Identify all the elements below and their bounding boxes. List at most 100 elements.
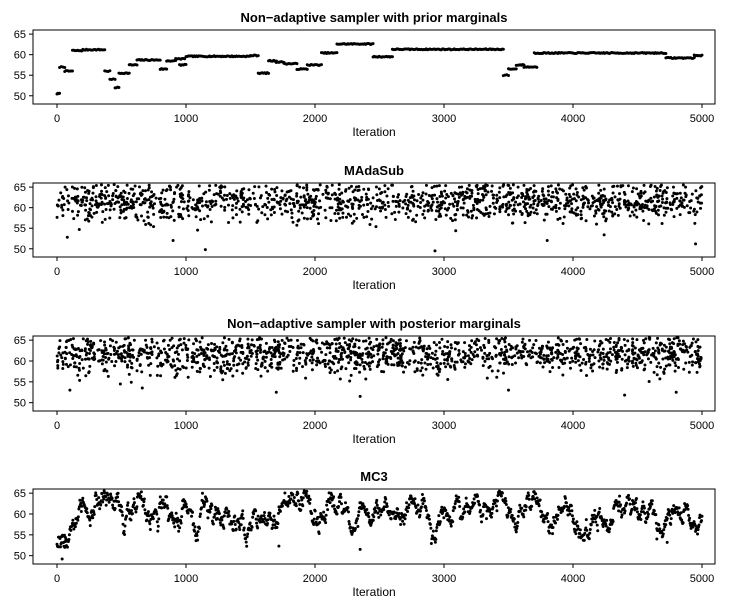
x-tick-label: 3000 xyxy=(432,266,456,278)
data-point xyxy=(360,198,364,202)
data-point xyxy=(426,208,430,212)
data-point xyxy=(256,526,260,530)
data-point xyxy=(156,529,160,533)
data-point xyxy=(330,360,334,364)
data-point xyxy=(199,218,203,222)
data-point xyxy=(464,496,468,500)
data-point xyxy=(280,189,284,193)
data-point xyxy=(303,359,307,363)
x-tick-label: 1000 xyxy=(174,573,198,585)
data-point xyxy=(292,202,296,206)
data-point xyxy=(437,214,441,218)
data-point xyxy=(254,509,258,513)
data-point xyxy=(210,204,214,208)
data-point xyxy=(639,203,643,207)
data-point xyxy=(118,194,122,198)
data-point xyxy=(317,206,321,210)
data-point xyxy=(503,340,507,344)
data-point xyxy=(426,363,430,367)
data-point xyxy=(429,356,433,360)
data-point xyxy=(100,491,104,495)
data-point xyxy=(263,366,267,370)
data-point xyxy=(362,203,366,207)
data-point xyxy=(475,216,479,220)
data-point xyxy=(688,516,692,520)
data-point xyxy=(73,361,77,365)
data-point xyxy=(122,198,126,202)
data-point xyxy=(330,183,334,187)
data-point xyxy=(656,208,660,212)
data-point xyxy=(150,190,154,194)
data-point xyxy=(606,203,610,207)
data-point xyxy=(504,503,508,507)
data-point xyxy=(435,361,439,365)
data-point xyxy=(637,356,641,360)
data-point xyxy=(239,523,243,527)
data-point xyxy=(249,349,253,353)
data-point xyxy=(295,194,299,198)
data-point xyxy=(387,341,391,345)
data-point xyxy=(298,206,302,210)
data-point xyxy=(362,187,366,191)
data-point xyxy=(262,520,266,524)
data-point xyxy=(241,362,245,366)
data-point xyxy=(352,196,356,200)
data-point xyxy=(495,499,499,503)
data-point xyxy=(662,213,666,217)
data-point xyxy=(683,508,687,512)
data-point xyxy=(673,369,677,373)
data-point xyxy=(56,360,60,364)
data-point xyxy=(267,71,271,75)
data-point xyxy=(453,502,457,506)
data-point xyxy=(650,499,654,503)
data-point xyxy=(502,362,506,366)
data-point xyxy=(323,517,327,521)
data-point xyxy=(548,370,552,374)
data-point xyxy=(83,186,87,190)
data-point xyxy=(598,365,602,369)
data-point xyxy=(495,337,499,341)
data-point xyxy=(165,67,169,71)
data-point xyxy=(366,187,370,191)
data-point xyxy=(336,369,340,373)
data-point xyxy=(505,349,509,353)
data-point xyxy=(642,353,646,357)
data-point xyxy=(204,200,208,204)
data-point xyxy=(232,363,236,367)
data-point xyxy=(392,363,396,367)
data-point xyxy=(215,517,219,521)
data-point xyxy=(490,189,494,193)
data-point xyxy=(427,201,431,205)
data-point xyxy=(172,218,176,222)
data-point xyxy=(452,197,456,201)
data-point xyxy=(161,188,165,192)
data-point xyxy=(507,200,511,204)
data-point xyxy=(595,523,599,527)
data-point xyxy=(137,185,141,189)
data-point xyxy=(632,505,636,509)
data-point xyxy=(557,365,561,369)
data-point xyxy=(435,372,439,376)
data-point xyxy=(277,348,281,352)
data-point xyxy=(186,511,190,515)
data-point xyxy=(465,187,469,191)
data-point xyxy=(232,359,236,363)
data-point xyxy=(507,362,511,366)
data-point xyxy=(295,223,299,227)
data-point xyxy=(118,216,122,220)
data-point xyxy=(326,196,330,200)
data-point xyxy=(354,338,358,342)
data-point xyxy=(618,494,622,498)
data-point xyxy=(280,338,284,342)
data-point xyxy=(472,497,476,501)
data-point xyxy=(608,527,612,531)
data-point xyxy=(461,350,465,354)
y-tick-label: 55 xyxy=(14,377,26,389)
data-point xyxy=(683,349,687,353)
data-point xyxy=(214,199,218,203)
data-point xyxy=(346,212,350,216)
data-point xyxy=(678,199,682,203)
data-point xyxy=(362,215,366,219)
x-axis-label: Iteration xyxy=(352,585,395,599)
data-point xyxy=(91,516,95,520)
